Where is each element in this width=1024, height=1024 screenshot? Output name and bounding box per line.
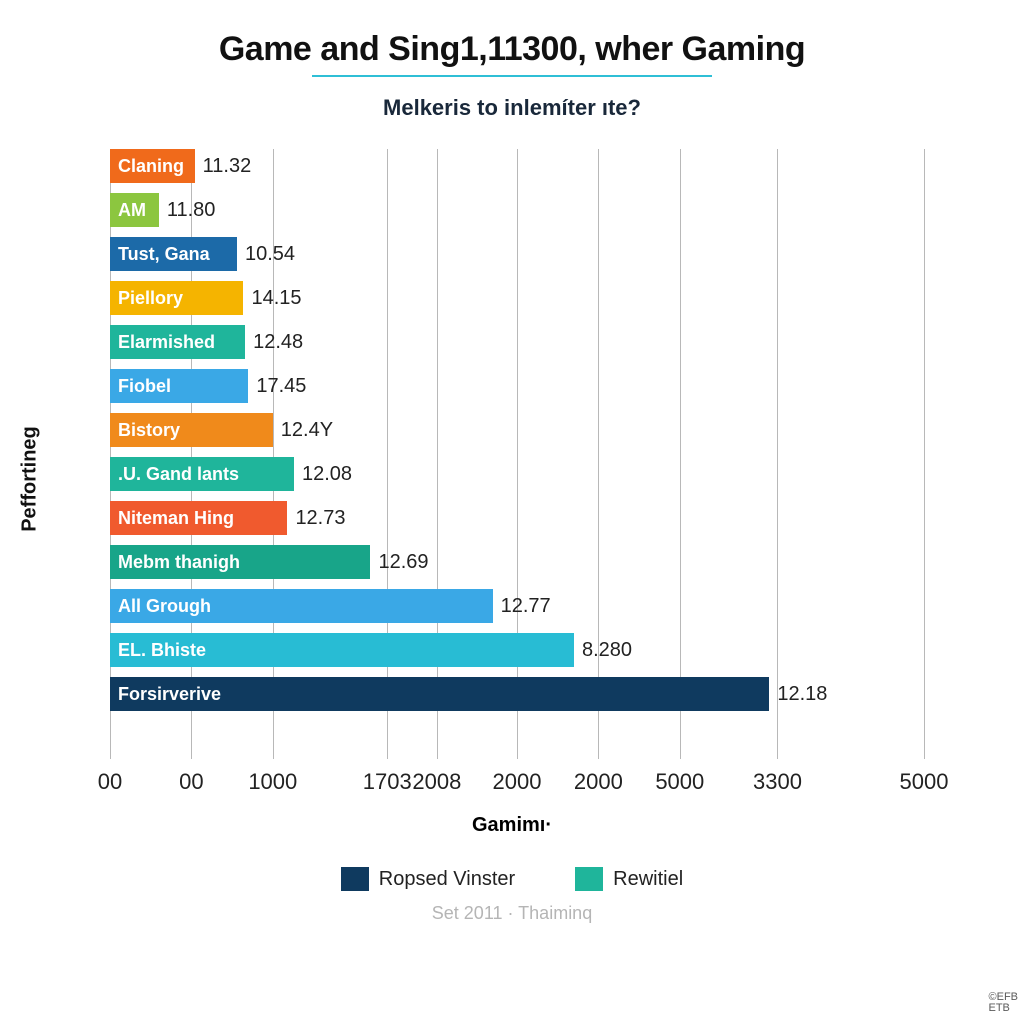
x-tick-label: 2008 — [412, 769, 461, 795]
bar: AM — [110, 193, 159, 227]
badge-line2: ETB — [989, 1003, 1019, 1014]
x-tick-label: 00 — [179, 769, 203, 795]
bar: Forsirverive — [110, 677, 769, 711]
grid-line — [924, 149, 925, 759]
attribution-badge: ©EFB ETB — [989, 992, 1019, 1014]
bar: Bistory — [110, 413, 273, 447]
x-tick-label: 2000 — [493, 769, 542, 795]
bar-value-label: 10.54 — [237, 243, 295, 266]
legend-label: Rewitiel — [613, 868, 683, 891]
bar-value-label: 17.45 — [248, 375, 306, 398]
x-tick-label: 5000 — [655, 769, 704, 795]
x-tick-label: 00 — [98, 769, 122, 795]
legend-item: Rewitiel — [575, 867, 683, 891]
bar-value-label: 12.48 — [245, 331, 303, 354]
legend-swatch — [341, 867, 369, 891]
bar: Elarmished — [110, 325, 245, 359]
bar-row: Niteman Hing 12.73 — [110, 501, 924, 535]
legend: Ropsed Vinster Rewitiel — [20, 867, 1004, 891]
bar-category-label: AM — [110, 200, 146, 221]
bar-value-label: 12.73 — [287, 507, 345, 530]
bar-value-label: 12.69 — [370, 551, 428, 574]
bar: Fiobel — [110, 369, 248, 403]
x-tick-label: 5000 — [900, 769, 949, 795]
y-axis-label: Peffortineg — [19, 426, 42, 532]
bar-value-label: 8.280 — [574, 639, 632, 662]
footer-text: Set 2011 · Thaiminq — [20, 903, 1004, 924]
bar: All Grough — [110, 589, 493, 623]
bar-value-label: 11.32 — [195, 155, 252, 178]
bar-category-label: Forsirverive — [110, 684, 221, 705]
bar-category-label: Claning — [110, 156, 184, 177]
plot-area: Claning 11.32 AM 11.80 Tust, Gana 10.54 Piello… — [110, 149, 924, 759]
x-tick-label: 2000 — [574, 769, 623, 795]
chart-title: Game and Sing1,11300, wher Gaming — [20, 30, 1004, 69]
legend-item: Ropsed Vinster — [341, 867, 515, 891]
bar-row: Elarmished 12.48 — [110, 325, 924, 359]
bar: Piellory — [110, 281, 243, 315]
bar-category-label: .U. Gand lants — [110, 464, 239, 485]
bar: Mebm thanigh — [110, 545, 370, 579]
x-axis-label: Gamimı· — [472, 814, 552, 837]
bar-category-label: All Grough — [110, 596, 211, 617]
bar-category-label: Bistory — [110, 420, 180, 441]
bar-row: AM 11.80 — [110, 193, 924, 227]
bar-row: Piellory 14.15 — [110, 281, 924, 315]
bar-value-label: 11.80 — [159, 199, 216, 222]
x-tick-label: 1703 — [363, 769, 412, 795]
x-tick-label: 3300 — [753, 769, 802, 795]
legend-label: Ropsed Vinster — [379, 868, 515, 891]
bar-row: .U. Gand lants 12.08 — [110, 457, 924, 491]
chart-area: Peffortineg Claning11.32AM11.80Tust, Gan… — [60, 149, 964, 809]
bar-row: Bistory 12.4Y — [110, 413, 924, 447]
bar-row: Claning 11.32 — [110, 149, 924, 183]
bar-row: EL. Bhiste 8.280 — [110, 633, 924, 667]
bar-category-label: Elarmished — [110, 332, 215, 353]
bar: Claning — [110, 149, 195, 183]
bar-value-label: 12.4Y — [273, 419, 333, 442]
bar-row: All Grough 12.77 — [110, 589, 924, 623]
x-tick-label: 1000 — [248, 769, 297, 795]
bar-value-label: 12.18 — [769, 683, 827, 706]
bar-category-label: Piellory — [110, 288, 183, 309]
bar-value-label: 12.08 — [294, 463, 352, 486]
bar-category-label: EL. Bhiste — [110, 640, 206, 661]
bar-row: Tust, Gana 10.54 — [110, 237, 924, 271]
bar-category-label: Tust, Gana — [110, 244, 210, 265]
bar: Niteman Hing — [110, 501, 287, 535]
bar-value-label: 12.77 — [493, 595, 551, 618]
x-axis-ticks: 000010001703200820002000500033005000 — [110, 769, 924, 799]
chart-subtitle: Melkeris to inlemíter ıte? — [20, 95, 1004, 121]
legend-swatch — [575, 867, 603, 891]
bar-row: Mebm thanigh 12.69 — [110, 545, 924, 579]
bar-value-label: 14.15 — [243, 287, 301, 310]
title-underline — [312, 75, 712, 77]
bar-row: Fiobel 17.45 — [110, 369, 924, 403]
bar-category-label: Fiobel — [110, 376, 171, 397]
bar: Tust, Gana — [110, 237, 237, 271]
bar: EL. Bhiste — [110, 633, 574, 667]
bar-row: Forsirverive 12.18 — [110, 677, 924, 711]
bar-category-label: Mebm thanigh — [110, 552, 240, 573]
chart-page: Game and Sing1,11300, wher Gaming Melker… — [0, 0, 1024, 1024]
bar-category-label: Niteman Hing — [110, 508, 234, 529]
bar: .U. Gand lants — [110, 457, 294, 491]
